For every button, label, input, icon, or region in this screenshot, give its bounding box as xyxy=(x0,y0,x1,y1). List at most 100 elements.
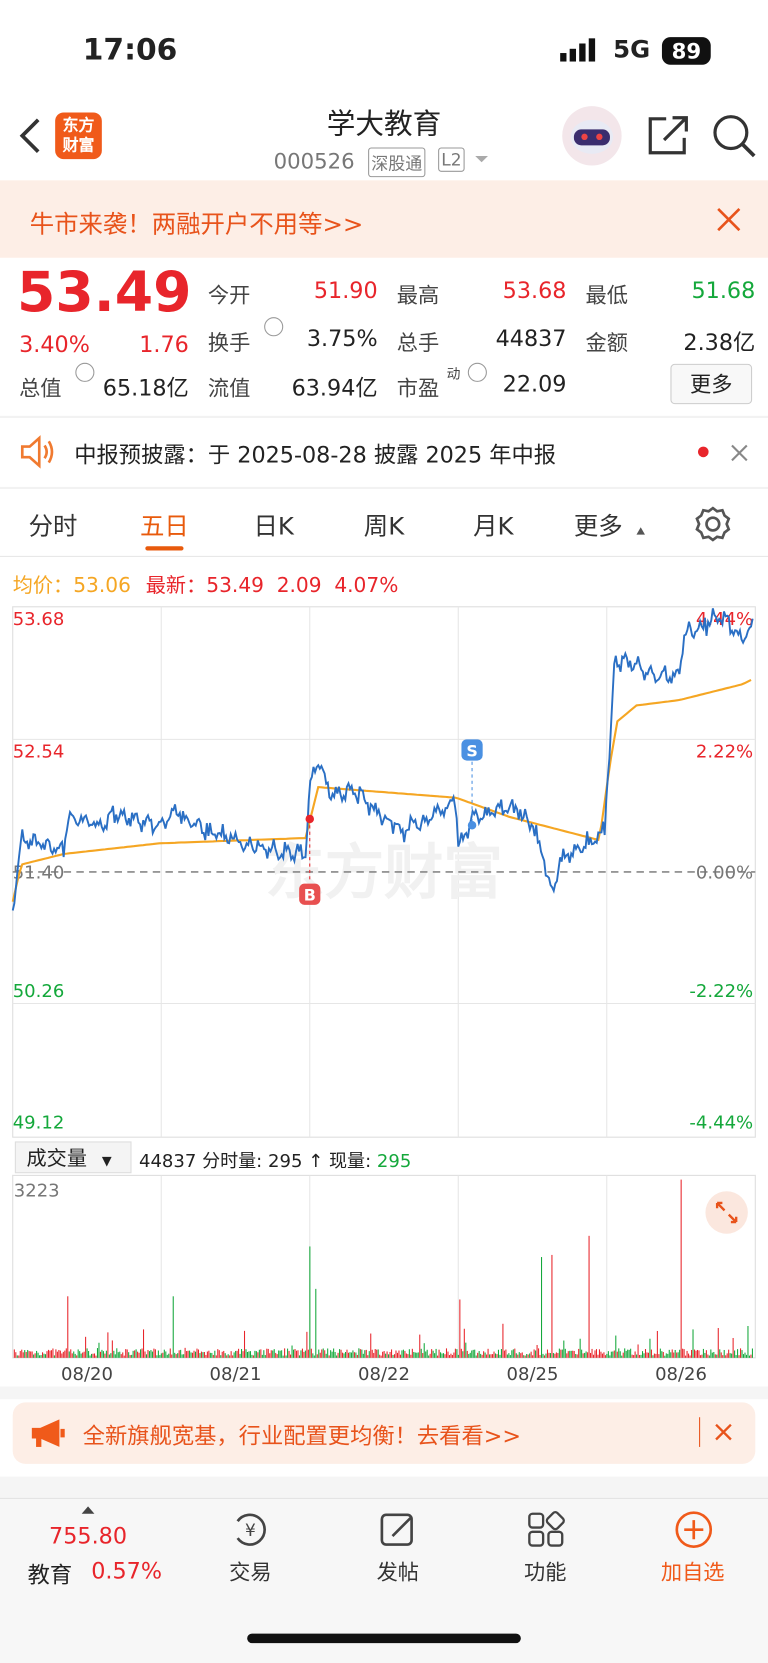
function-icon[interactable] xyxy=(526,1511,568,1549)
volume-bar xyxy=(89,1355,91,1358)
notice-text[interactable]: 中报预披露：于 2025-08-28 披露 2025 年中报 xyxy=(74,442,557,468)
volume-bar xyxy=(140,1349,142,1358)
volume-bar xyxy=(353,1352,355,1358)
ad-text[interactable]: 全新旗舰宽基，行业配置更均衡！去看看>> xyxy=(82,1423,522,1450)
close-button[interactable] xyxy=(730,443,749,462)
info-icon xyxy=(467,362,487,382)
network: 5G xyxy=(613,36,651,64)
volume-bar xyxy=(594,1350,596,1358)
volume-bar xyxy=(16,1355,18,1358)
volume-bar xyxy=(321,1349,323,1358)
add-watchlist-icon[interactable] xyxy=(674,1511,714,1551)
volume-bar xyxy=(720,1352,722,1358)
volume-bar xyxy=(129,1355,131,1358)
selector-text[interactable]: 成交量 xyxy=(26,1146,88,1171)
volume-bar xyxy=(284,1348,286,1358)
ad-banner[interactable] xyxy=(12,1402,756,1464)
volume-bar xyxy=(19,1351,21,1358)
tab-dropdown xyxy=(636,527,645,535)
volume-bar xyxy=(732,1337,734,1358)
sell-marker-text: S xyxy=(466,741,477,760)
dropdown[interactable] xyxy=(473,154,490,165)
tab[interactable]: 分时 xyxy=(28,513,78,542)
settings-icon[interactable] xyxy=(694,505,732,543)
buy-marker-text: B xyxy=(304,886,316,905)
back-button[interactable] xyxy=(17,117,45,155)
volume-bar xyxy=(677,1352,679,1358)
volume-bar xyxy=(552,1353,554,1358)
nav-label[interactable]: 加自选 xyxy=(660,1559,725,1585)
nav-label[interactable]: 发帖 xyxy=(376,1559,420,1585)
volume-bar xyxy=(428,1355,430,1358)
volume-bar xyxy=(327,1348,329,1358)
divider xyxy=(0,1476,768,1498)
more-button[interactable]: 更多 xyxy=(670,363,753,405)
volume-bar xyxy=(489,1354,491,1358)
volume-bar xyxy=(582,1353,584,1358)
close-button[interactable] xyxy=(714,1423,733,1442)
volume-bar xyxy=(548,1352,550,1358)
volume-bar xyxy=(444,1354,446,1358)
volume-bar xyxy=(699,1355,701,1358)
close-button[interactable] xyxy=(715,206,743,234)
volume-bar xyxy=(180,1349,182,1358)
tab[interactable]: 日K xyxy=(253,513,294,542)
tab[interactable]: 五日 xyxy=(140,513,189,542)
nav-label[interactable]: 功能 xyxy=(524,1559,567,1585)
volume-bar xyxy=(243,1330,246,1358)
nav-label[interactable]: 交易 xyxy=(229,1559,272,1585)
volume-bar xyxy=(667,1353,669,1358)
expand-button[interactable] xyxy=(704,1190,749,1235)
volume-bar xyxy=(674,1349,676,1358)
tab[interactable]: 周K xyxy=(363,513,405,542)
assistant-icon[interactable] xyxy=(560,104,624,168)
index-pct[interactable]: 0.57% xyxy=(91,1558,163,1584)
logo: 东方 财富 xyxy=(55,112,102,160)
volume-bar xyxy=(233,1352,235,1358)
volume-bar xyxy=(738,1355,740,1358)
volume-bar xyxy=(361,1349,363,1358)
post-icon[interactable] xyxy=(378,1511,420,1549)
volume-bar xyxy=(373,1352,375,1358)
volume-bar xyxy=(607,1351,609,1358)
volume-bar xyxy=(315,1288,317,1358)
stat-label: 最低 xyxy=(585,282,628,308)
promo-text[interactable]: 牛市来袭！两融开户不用等>> xyxy=(29,211,364,239)
volume-bar xyxy=(453,1352,455,1358)
volume-bar xyxy=(135,1349,137,1358)
volume-bar xyxy=(468,1354,470,1358)
volume-bar xyxy=(704,1352,706,1358)
volume-bar xyxy=(647,1352,649,1358)
search-icon[interactable] xyxy=(711,112,758,159)
volume-bar xyxy=(263,1350,265,1358)
volume-frame xyxy=(12,1174,756,1359)
volume-bar xyxy=(634,1351,636,1358)
volume-bar xyxy=(145,1354,148,1358)
volume-bar xyxy=(621,1355,623,1358)
tab[interactable]: 月K xyxy=(473,513,514,542)
stat-label: 金额 xyxy=(585,329,628,356)
volume-bar xyxy=(55,1349,57,1358)
volume-selector[interactable]: 成交量 ▼ xyxy=(14,1141,132,1174)
index-value[interactable]: 755.80 xyxy=(49,1523,128,1549)
index-name[interactable]: 教育 xyxy=(27,1562,73,1589)
volume-bar xyxy=(662,1351,664,1358)
volume-bar xyxy=(735,1355,737,1358)
pct-label: 0.00% xyxy=(696,862,753,883)
volume-bar xyxy=(434,1353,436,1358)
volume-bar xyxy=(148,1351,150,1358)
share-icon[interactable] xyxy=(645,112,692,159)
volume-bar xyxy=(339,1349,341,1358)
trade-icon[interactable]: ¥ xyxy=(229,1511,271,1549)
stat-label: 总手 xyxy=(396,329,440,356)
sell-marker xyxy=(461,739,483,761)
volume-bar xyxy=(364,1350,366,1358)
volume-bar xyxy=(101,1349,103,1358)
volume-bar xyxy=(404,1350,406,1358)
volume-bar xyxy=(120,1354,122,1358)
volume-bar xyxy=(93,1353,96,1358)
volume-bar xyxy=(261,1354,263,1358)
tab[interactable]: 更多 xyxy=(573,513,623,542)
volume-bar xyxy=(592,1354,595,1358)
promo-banner[interactable] xyxy=(0,180,768,258)
